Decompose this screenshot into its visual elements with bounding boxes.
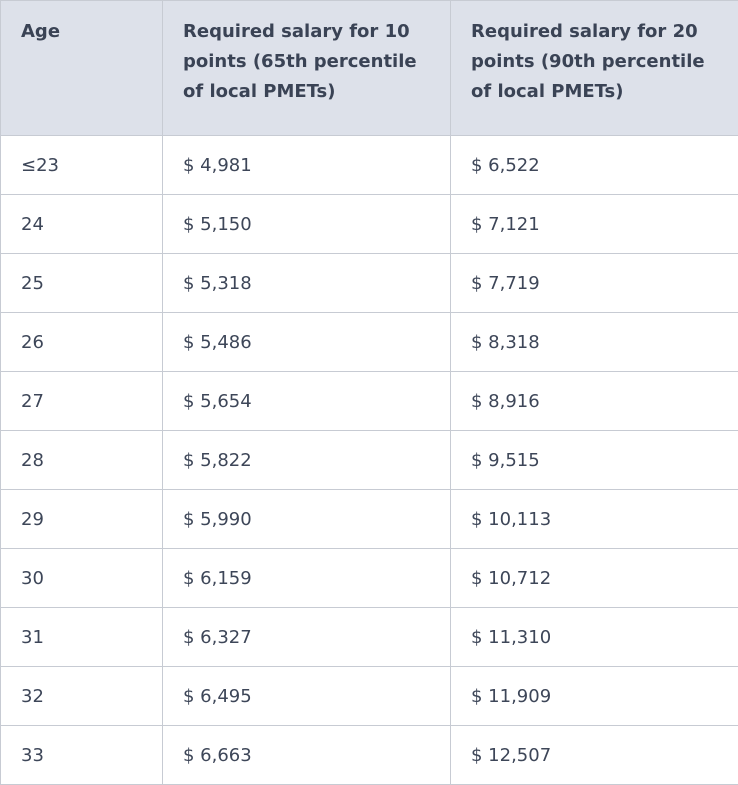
table-row: 32 $ 6,495 $ 11,909: [1, 667, 738, 726]
cell-age: 27: [1, 372, 163, 431]
cell-age: 25: [1, 254, 163, 313]
cell-age: 26: [1, 313, 163, 372]
cell-salary-20: $ 12,507: [451, 726, 738, 785]
cell-age: 32: [1, 667, 163, 726]
cell-salary-20: $ 10,113: [451, 490, 738, 549]
cell-salary-10: $ 6,327: [163, 608, 451, 667]
cell-salary-10: $ 5,654: [163, 372, 451, 431]
table-row: 33 $ 6,663 $ 12,507: [1, 726, 738, 785]
cell-salary-20: $ 10,712: [451, 549, 738, 608]
table-row: 24 $ 5,150 $ 7,121: [1, 195, 738, 254]
cell-salary-10: $ 5,486: [163, 313, 451, 372]
cell-salary-10: $ 5,822: [163, 431, 451, 490]
header-salary-10-points: Required salary for 10 points (65th perc…: [163, 1, 451, 136]
cell-salary-10: $ 5,990: [163, 490, 451, 549]
cell-salary-10: $ 6,495: [163, 667, 451, 726]
table-row: 30 $ 6,159 $ 10,712: [1, 549, 738, 608]
cell-age: 29: [1, 490, 163, 549]
header-salary-20-points: Required salary for 20 points (90th perc…: [451, 1, 738, 136]
cell-salary-20: $ 7,719: [451, 254, 738, 313]
cell-salary-20: $ 6,522: [451, 136, 738, 195]
cell-salary-10: $ 6,663: [163, 726, 451, 785]
cell-salary-20: $ 9,515: [451, 431, 738, 490]
cell-salary-10: $ 5,150: [163, 195, 451, 254]
cell-age: 33: [1, 726, 163, 785]
cell-age: 31: [1, 608, 163, 667]
table-row: 31 $ 6,327 $ 11,310: [1, 608, 738, 667]
table-row: 29 $ 5,990 $ 10,113: [1, 490, 738, 549]
cell-salary-20: $ 7,121: [451, 195, 738, 254]
cell-age: 30: [1, 549, 163, 608]
cell-age: 28: [1, 431, 163, 490]
table-header-row: Age Required salary for 10 points (65th …: [1, 1, 738, 136]
table-row: 25 $ 5,318 $ 7,719: [1, 254, 738, 313]
cell-salary-20: $ 11,310: [451, 608, 738, 667]
table-row: 27 $ 5,654 $ 8,916: [1, 372, 738, 431]
cell-age: 24: [1, 195, 163, 254]
header-age: Age: [1, 1, 163, 136]
cell-age: ≤23: [1, 136, 163, 195]
table-row: ≤23 $ 4,981 $ 6,522: [1, 136, 738, 195]
table-row: 28 $ 5,822 $ 9,515: [1, 431, 738, 490]
cell-salary-20: $ 8,318: [451, 313, 738, 372]
cell-salary-20: $ 11,909: [451, 667, 738, 726]
cell-salary-10: $ 5,318: [163, 254, 451, 313]
cell-salary-10: $ 4,981: [163, 136, 451, 195]
cell-salary-20: $ 8,916: [451, 372, 738, 431]
cell-salary-10: $ 6,159: [163, 549, 451, 608]
table-row: 26 $ 5,486 $ 8,318: [1, 313, 738, 372]
